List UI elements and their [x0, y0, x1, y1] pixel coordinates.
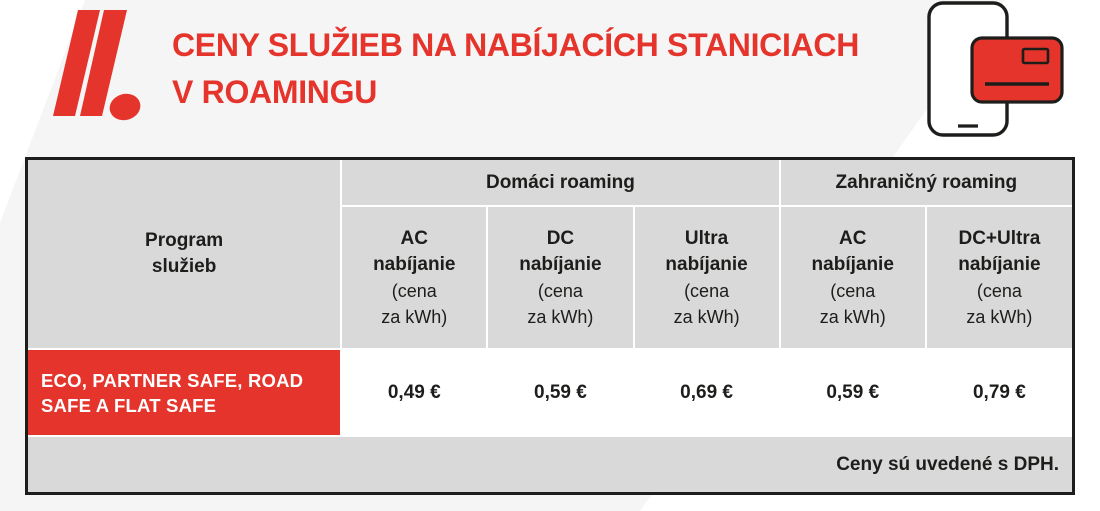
column-name: DC+Ultra nabíjanie — [958, 227, 1041, 275]
column-header-ac-domestic: AC nabíjanie (cena za kWh) — [341, 205, 489, 350]
column-header-dc-domestic: DC nabíjanie (cena za kWh) — [486, 205, 635, 350]
column-subtitle-line1: (cena — [976, 280, 1022, 301]
roaming-price-table: Program služieb Domáci roaming Zahraničn… — [25, 157, 1075, 495]
column-header-dc-ultra-foreign: DC+Ultra nabíjanie (cena za kWh) — [924, 205, 1072, 350]
column-subtitle-line2: za kWh) — [819, 306, 886, 327]
credit-card-icon — [970, 36, 1064, 104]
price-dc-domestic: 0,59 € — [486, 348, 635, 437]
page-title-line2: V ROAMINGU — [172, 74, 378, 110]
column-header-program: Program služieb — [28, 160, 343, 350]
column-name: AC nabíjanie — [811, 227, 894, 275]
price-ac-domestic: 0,49 € — [340, 348, 489, 437]
column-name: AC nabíjanie — [373, 227, 456, 275]
page-title-line1: CENY SLUŽIEB NA NABÍJACÍCH STANICIACH — [172, 27, 860, 63]
price-dc-ultra-foreign: 0,79 € — [924, 348, 1072, 437]
price-ultra-domestic: 0,69 € — [632, 348, 781, 437]
program-name-cell: ECO, PARTNER SAFE, ROAD SAFE A FLAT SAFE — [28, 348, 343, 437]
card-chip-icon — [1021, 47, 1050, 65]
column-header-ac-foreign: AC nabíjanie (cena za kWh) — [778, 205, 927, 350]
column-name: Ultra nabíjanie — [665, 227, 748, 275]
column-header-ultra-domestic: Ultra nabíjanie (cena za kWh) — [632, 205, 781, 350]
group-header-foreign-roaming: Zahraničný roaming — [778, 160, 1072, 207]
column-subtitle-line2: za kWh) — [966, 306, 1033, 327]
column-subtitle-line2: za kWh) — [527, 306, 594, 327]
column-subtitle-line1: (cena — [684, 280, 730, 301]
price-ac-foreign: 0,59 € — [778, 348, 927, 437]
column-name: DC nabíjanie — [519, 227, 602, 275]
table-row: ECO, PARTNER SAFE, ROAD SAFE A FLAT SAFE… — [28, 348, 1072, 437]
column-subtitle-line1: (cena — [391, 280, 437, 301]
column-subtitle-line1: (cena — [830, 280, 876, 301]
column-subtitle-line1: (cena — [537, 280, 583, 301]
vat-footnote: Ceny sú uvedené s DPH. — [28, 435, 1072, 492]
group-header-domestic-roaming: Domáci roaming — [340, 160, 781, 207]
column-subtitle-line2: za kWh) — [381, 306, 448, 327]
program-header-label: Program služieb — [145, 230, 224, 277]
section-numeral-II-icon — [53, 10, 141, 121]
column-subtitle-line2: za kWh) — [673, 306, 740, 327]
page-title: CENY SLUŽIEB NA NABÍJACÍCH STANICIACH V … — [172, 22, 859, 116]
phone-with-credit-card-icon — [927, 1, 1064, 137]
